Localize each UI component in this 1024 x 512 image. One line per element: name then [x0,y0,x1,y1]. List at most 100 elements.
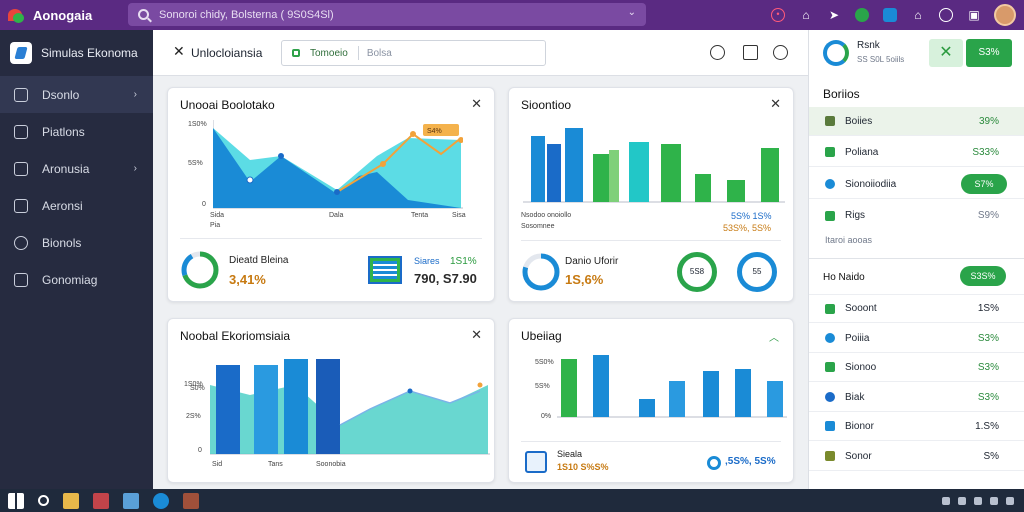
brand-label: Simulas Ekonoma [41,46,138,60]
sidebar-item-aeronsi[interactable]: Aeronsi [0,187,153,224]
app-icon[interactable] [93,492,109,509]
bar [767,381,783,417]
chevron-up-icon[interactable] [942,496,950,505]
browser-icon[interactable] [153,492,169,509]
square-icon [14,198,28,213]
y-tick: 5S% [535,383,550,390]
chevron-down-icon[interactable]: ⌄ [627,7,636,18]
notification-icon[interactable] [1006,496,1014,505]
app-logo [6,5,26,25]
export-icon[interactable] [743,45,758,60]
metric-extra: 1S1% [450,256,477,267]
sidebar-brand: Simulas Ekonoma [0,30,153,76]
document-icon [14,124,28,139]
document-icon[interactable] [183,492,199,509]
list-item[interactable]: Sionoo S3% [809,353,1024,382]
panel-name: Rsnk [857,40,880,51]
gauge-green: 5S8 [677,252,717,292]
metric-value: 1S,6% [565,272,604,287]
bar [761,148,779,202]
bar [216,365,240,454]
sidebar-item-gonomiag[interactable]: Gonomiag [0,261,153,298]
close-button[interactable]: ✕ [929,39,963,67]
close-icon[interactable]: ✕ [471,96,482,111]
filter-field[interactable]: Tomoeio Bolsa [281,40,546,66]
row-icon [825,362,835,372]
row-icon [825,179,835,189]
bar [547,144,561,202]
row-icon [825,333,835,343]
sidebar-item-aronusia[interactable]: Aronusia › [0,150,153,187]
card-combo-chart: Noobal Ekoriomsiaia ✕ 1S0% S0% 2S% 0 Sid… [167,318,495,483]
sidebar-item-dsonlo[interactable]: Dsonlo › [0,76,153,113]
x-tick-sub: Pia [210,222,221,229]
close-icon[interactable]: ✕ [770,96,781,111]
sidebar-item-bionols[interactable]: Bionols [0,224,153,261]
volume-icon[interactable] [974,496,982,505]
home-icon[interactable]: ⌂ [802,8,810,22]
clock-icon[interactable] [710,45,725,60]
avatar[interactable] [994,4,1016,26]
x-tick: Sid [212,461,223,468]
sidebar-item-label: Aronusia [42,161,90,176]
data-point [458,137,463,143]
sidebar-item-piatlons[interactable]: Piatlons [0,113,153,150]
close-icon[interactable]: ✕ [173,43,185,59]
metric-value: ,5S%, 5S% [725,456,776,467]
ring-gauge [522,253,560,291]
bar [735,369,751,417]
folder-icon[interactable] [63,492,79,509]
search-icon[interactable] [38,495,49,506]
list-item[interactable]: Sooont 1S% [809,294,1024,323]
list-item[interactable]: Sonor S% [809,442,1024,471]
y-tick: 0% [541,413,552,420]
legend-item: Nsodoo onoiollo [521,212,572,219]
mail-icon[interactable] [883,8,897,22]
percent-button[interactable]: S3% [966,39,1012,67]
clock-icon[interactable] [939,8,953,22]
start-icon[interactable] [8,492,24,509]
network-icon[interactable] [958,496,966,505]
card-bar-chart: Sioontioo ✕ Nsodoo onoiollo Sosomnee 5S%… [508,87,794,302]
search-input[interactable]: Sonoroi chidy, Bolsterna ( 9S0S4Sl) ⌄ [128,3,646,26]
donut-gauge [181,251,219,289]
folder-icon [14,272,28,287]
list-item[interactable]: Boiies 39% [809,107,1024,136]
bar [593,355,609,417]
bar [669,381,685,417]
sidebar-item-label: Dsonlo [42,87,80,102]
settings-icon[interactable] [773,45,788,60]
list-item[interactable]: Poiiia S3% [809,324,1024,353]
legend-item: Sosomnee [521,223,555,230]
y-tick: 0 [202,201,206,208]
list-item[interactable]: Bionor 1.S% [809,412,1024,441]
brand-logo-icon [823,40,849,66]
list-item[interactable]: Biak S3% [809,383,1024,412]
close-icon[interactable]: ✕ [471,327,482,342]
bag-icon[interactable]: ▣ [968,8,980,22]
legend-value: 5S% 1S% [731,211,772,221]
page-title: Unlocloiansia [191,46,263,60]
arrow-icon[interactable]: ➤ [828,8,840,22]
house-icon[interactable]: ⌂ [914,8,922,22]
battery-icon[interactable] [990,496,998,505]
globe-icon[interactable] [855,8,869,22]
area-chart: S4% [213,120,463,209]
record-icon[interactable]: • [771,8,785,22]
chevron-up-icon[interactable]: ︿ [769,333,779,344]
list-item[interactable]: Poliana S33% [809,138,1024,167]
metric-label: Danio Uforir [565,256,619,267]
list-item[interactable]: Rigs S9% [809,201,1024,230]
list-item[interactable]: Sionoiiodiia S7% [809,170,1024,199]
calculator-icon[interactable] [123,492,139,509]
sidebar-item-label: Aeronsi [42,198,83,213]
sidebar-item-label: Gonomiag [42,272,98,287]
y-tick: 5S% [188,160,203,167]
x-tick: Tenta [411,212,429,219]
gauge-blue: 55 [737,252,777,292]
note-text: Itaroi aooas [825,235,873,245]
search-text: Sonoroi chidy, Bolsterna ( 9S0S4Sl) [159,8,334,21]
topbar-icons: • ⌂ ➤ ⌂ ▣ [764,0,1024,30]
y-tick: 2S% [186,413,201,420]
x-tick: Sisa [452,212,466,219]
